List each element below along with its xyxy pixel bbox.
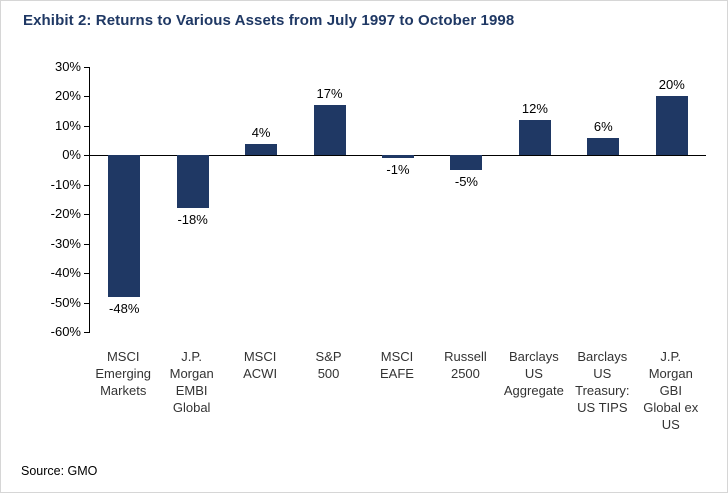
- chart-title: Exhibit 2: Returns to Various Assets fro…: [23, 12, 515, 29]
- x-axis-category-label: MSCI EAFE: [380, 349, 414, 381]
- bar-value-label: -18%: [177, 212, 208, 228]
- y-axis-tick-mark: [84, 273, 90, 275]
- bar-value-label: 12%: [521, 101, 548, 116]
- y-axis-tick-label: -20%: [50, 206, 81, 222]
- x-axis-category-label: S&P 500: [315, 349, 342, 381]
- bar-value-label: 20%: [658, 77, 685, 93]
- bar-value-label: -1%: [386, 162, 410, 178]
- bar-5: [450, 155, 483, 171]
- y-axis-tick-mark: [84, 302, 90, 304]
- bar-8: [655, 96, 688, 156]
- y-axis-tick-mark: [84, 184, 90, 186]
- y-axis-tick-label: -60%: [50, 324, 81, 339]
- y-axis-tick-mark: [84, 214, 90, 216]
- bar-value-label: 17%: [316, 86, 343, 102]
- y-axis-tick-label: 30%: [54, 59, 81, 74]
- y-axis-tick-mark: [84, 67, 90, 68]
- x-axis-category-label: MSCI Emerging Markets: [95, 349, 152, 398]
- y-axis-tick-label: -50%: [50, 294, 81, 310]
- y-axis-tick-mark: [84, 125, 90, 127]
- y-axis-tick-label: -40%: [50, 265, 81, 281]
- bar-value-label: 4%: [251, 124, 271, 140]
- x-axis-category-label: Barclays US Treasury: US TIPS: [575, 349, 630, 415]
- y-axis-tick-mark: [84, 243, 90, 245]
- bar-value-label: 6%: [593, 118, 613, 134]
- source-note: Source: GMO: [21, 464, 98, 478]
- y-axis-tick-mark: [84, 332, 90, 333]
- x-axis-category-label: J.P. Morgan EMBI Global: [169, 349, 214, 415]
- y-axis-tick-label: 20%: [54, 88, 81, 104]
- bar-6: [518, 120, 551, 156]
- bar-2: [245, 143, 278, 156]
- y-axis: 30% 20% 10% 0% -10% -20% -30% -40% -50% -60%: [27, 59, 81, 339]
- x-axis-category-label: Barclays US Aggregate: [503, 349, 564, 398]
- y-axis-tick-label: 0%: [62, 147, 81, 163]
- plot-area: -48% -18% 4% 17% -1% -5% 12% 6% 20%: [84, 67, 706, 333]
- bar-7: [587, 137, 620, 156]
- y-axis-tick-mark: [84, 155, 90, 157]
- bar-1: [176, 155, 209, 209]
- bar-3: [313, 105, 346, 156]
- x-axis: MSCI Emerging Markets J.P. Morgan EMBI Gl…: [89, 348, 706, 443]
- x-axis-category-label: J.P. Morgan GBI Global ex US: [643, 349, 699, 432]
- bar-0: [108, 155, 141, 297]
- y-axis-tick-label: 10%: [54, 117, 81, 133]
- y-axis-tick-mark: [84, 96, 90, 98]
- bar-value-label: -5%: [454, 174, 478, 190]
- bar-4: [382, 155, 414, 159]
- bar-value-label: -48%: [109, 300, 140, 316]
- y-axis-tick-label: -10%: [50, 176, 81, 192]
- y-axis-tick-label: -30%: [50, 235, 81, 251]
- x-axis-category-label: MSCI ACWI: [243, 349, 278, 381]
- x-axis-category-label: Russell 2500: [444, 349, 487, 381]
